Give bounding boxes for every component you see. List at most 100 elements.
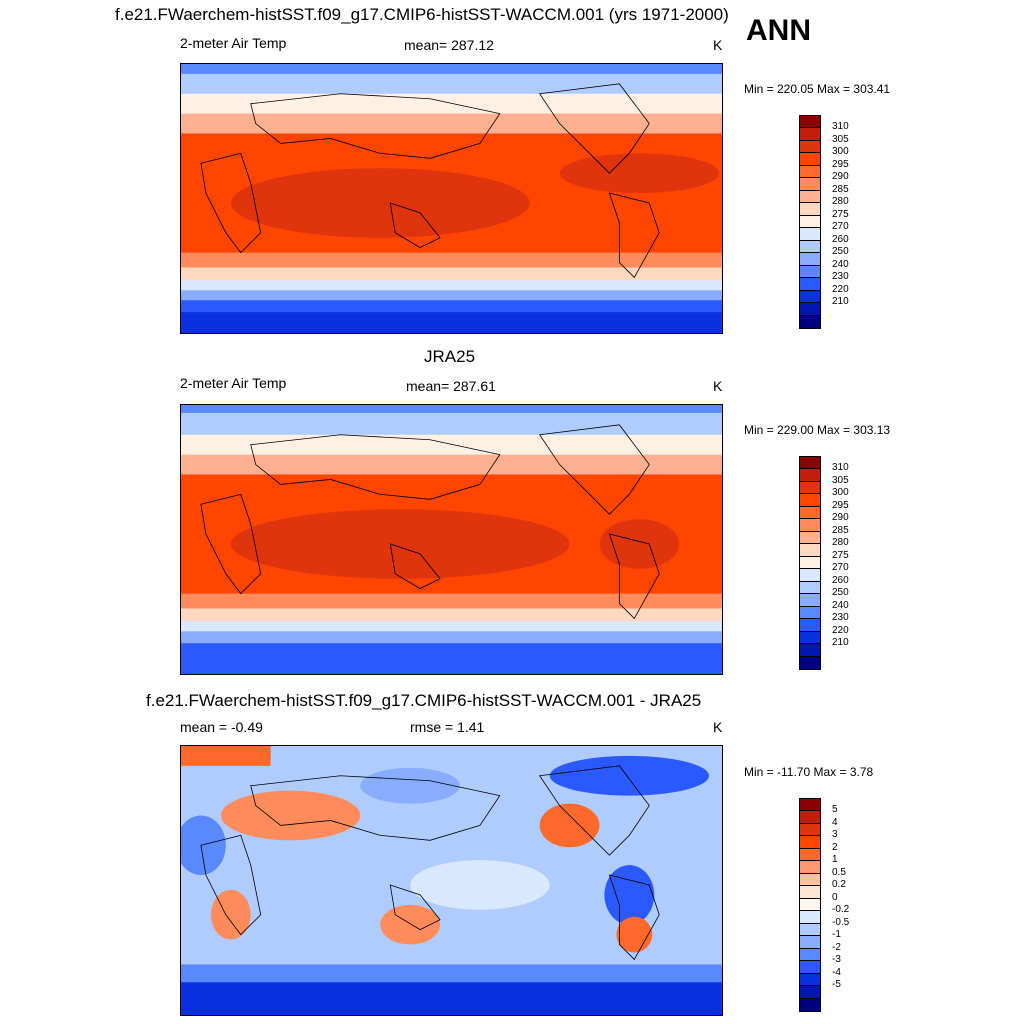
colorbar-tick-label: 0.2 (832, 879, 846, 891)
colorbar-tick-label: 300 (832, 487, 849, 499)
colorbar-swatch (800, 656, 820, 669)
colorbar-tick-label: 305 (832, 133, 849, 145)
colorbar-tick-label: 275 (832, 208, 849, 220)
panel1-units: K (713, 37, 723, 53)
colorbar-tick-label: 275 (832, 549, 849, 561)
colorbar-tick-label: 3 (832, 829, 838, 841)
colorbar-tick-label: -0.5 (832, 916, 850, 928)
colorbar-tick-label: 220 (832, 283, 849, 295)
colorbar-tick-label: 240 (832, 599, 849, 611)
panel2-left-label: 2-meter Air Temp (180, 375, 287, 391)
colorbar-swatch (800, 253, 820, 266)
colorbar-tick-label: 0.5 (832, 866, 846, 878)
colorbar-tick-label: 310 (832, 462, 849, 474)
season-label: ANN (746, 14, 811, 47)
colorbar-swatch (800, 228, 820, 241)
colorbar-tick-label: -3 (832, 954, 841, 966)
colorbar-tick-label: -2 (832, 941, 841, 953)
main-title: f.e21.FWaerchem-histSST.f09_g17.CMIP6-hi… (115, 5, 729, 24)
colorbar-tick-label: 5 (832, 804, 838, 816)
colorbar-swatch (800, 861, 820, 874)
panel3-map (180, 745, 723, 1016)
colorbar-swatch (800, 544, 820, 557)
colorbar-swatch (800, 153, 820, 166)
colorbar-swatch (800, 644, 820, 657)
colorbar-tick-label: -1 (832, 929, 841, 941)
panel2-minmax: Min = 229.00 Max = 303.13 (744, 423, 891, 437)
panel2-title: JRA25 (424, 347, 476, 366)
colorbar-tick-label: 290 (832, 171, 849, 183)
model-temperature-field (181, 64, 722, 333)
colorbar-swatch (800, 923, 820, 937)
colorbar-swatch (800, 190, 820, 204)
colorbar-swatch (800, 240, 820, 254)
colorbar-tick-label: 260 (832, 233, 849, 245)
colorbar-tick-label: 1 (832, 854, 838, 866)
panel2-map (180, 404, 723, 675)
colorbar-tick-label: 310 (832, 121, 849, 133)
colorbar-swatch (800, 948, 820, 962)
colorbar-tick-label: 220 (832, 624, 849, 636)
colorbar-swatch (800, 823, 820, 837)
colorbar-swatch (800, 290, 820, 304)
colorbar-swatch (800, 799, 820, 812)
colorbar-swatch (800, 811, 820, 824)
panel2-colorbar (799, 456, 821, 670)
panel2-units: K (713, 378, 723, 394)
colorbar-tick-label: 4 (832, 816, 838, 828)
colorbar-swatch (800, 315, 820, 328)
panel3-units: K (713, 719, 723, 735)
colorbar-tick-label: 240 (832, 258, 849, 270)
colorbar-swatch (800, 140, 820, 154)
colorbar-tick-label: 305 (832, 474, 849, 486)
colorbar-tick-label: 210 (832, 637, 849, 649)
colorbar-swatch (800, 128, 820, 141)
colorbar-swatch (800, 898, 820, 912)
colorbar-tick-label: 0 (832, 891, 838, 903)
difference-field (181, 746, 722, 1015)
colorbar-swatch (800, 203, 820, 216)
colorbar-swatch (800, 836, 820, 849)
colorbar-swatch (800, 986, 820, 999)
colorbar-tick-label: 295 (832, 499, 849, 511)
colorbar-swatch (800, 594, 820, 607)
colorbar-swatch (800, 886, 820, 899)
colorbar-tick-label: 280 (832, 196, 849, 208)
colorbar-tick-label: 280 (832, 537, 849, 549)
colorbar-swatch (800, 457, 820, 470)
panel3-minmax: Min = -11.70 Max = 3.78 (744, 765, 874, 779)
colorbar-tick-label: 230 (832, 612, 849, 624)
colorbar-swatch (800, 494, 820, 507)
colorbar-swatch (800, 531, 820, 545)
panel1-mean-label: mean= 287.12 (404, 37, 494, 53)
panel3-mean-label: mean = -0.49 (180, 719, 263, 735)
colorbar-tick-label: 285 (832, 183, 849, 195)
colorbar-swatch (800, 265, 820, 279)
colorbar-swatch (800, 606, 820, 620)
colorbar-tick-label: 290 (832, 512, 849, 524)
colorbar-swatch (800, 469, 820, 482)
colorbar-swatch (800, 936, 820, 949)
colorbar-tick-label: -0.2 (832, 904, 850, 916)
colorbar-swatch (800, 848, 820, 862)
colorbar-tick-label: -5 (832, 979, 841, 991)
colorbar-tick-label: -4 (832, 966, 841, 978)
colorbar-tick-label: 2 (832, 841, 838, 853)
colorbar-tick-label: 250 (832, 587, 849, 599)
panel1-minmax: Min = 220.05 Max = 303.41 (744, 82, 891, 96)
colorbar-swatch (800, 303, 820, 316)
obs-temperature-field (181, 405, 722, 674)
colorbar-tick-label: 230 (832, 271, 849, 283)
colorbar-swatch (800, 278, 820, 291)
panel2-mean-label: mean= 287.61 (406, 378, 496, 394)
colorbar-tick-label: 300 (832, 146, 849, 158)
panel1-map (180, 63, 723, 334)
colorbar-tick-label: 250 (832, 246, 849, 258)
colorbar-tick-label: 270 (832, 221, 849, 233)
panel3-rmse-label: rmse = 1.41 (410, 719, 485, 735)
colorbar-swatch (800, 619, 820, 632)
colorbar-tick-label: 210 (832, 296, 849, 308)
panel1-left-label: 2-meter Air Temp (180, 35, 287, 51)
colorbar-swatch (800, 165, 820, 179)
colorbar-tick-label: 260 (832, 574, 849, 586)
